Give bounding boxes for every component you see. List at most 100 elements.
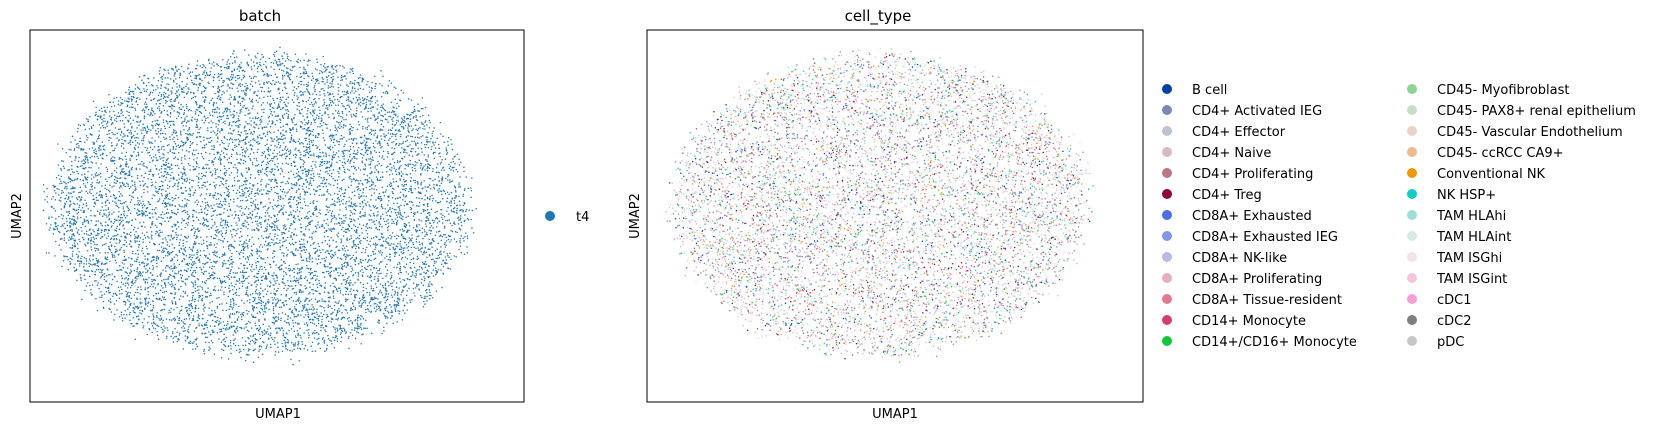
scatter-point bbox=[363, 155, 365, 157]
scatter-point bbox=[55, 199, 57, 201]
scatter-point bbox=[320, 177, 322, 179]
scatter-point bbox=[257, 165, 259, 167]
scatter-point bbox=[391, 112, 393, 114]
scatter-point bbox=[414, 295, 416, 297]
scatter-point bbox=[293, 216, 295, 218]
scatter-point bbox=[135, 84, 137, 86]
scatter-point bbox=[436, 172, 438, 174]
scatter-point bbox=[84, 156, 86, 158]
scatter-point bbox=[372, 156, 374, 158]
scatter-point bbox=[401, 117, 403, 119]
scatter-point bbox=[252, 164, 254, 166]
scatter-point bbox=[365, 146, 367, 148]
scatter-point bbox=[431, 195, 433, 197]
scatter-point bbox=[434, 152, 436, 154]
scatter-point bbox=[78, 147, 80, 149]
scatter-point bbox=[351, 237, 353, 239]
scatter-point bbox=[77, 243, 79, 245]
scatter-point bbox=[114, 119, 116, 121]
scatter-point bbox=[229, 317, 231, 319]
scatter-point bbox=[440, 122, 442, 124]
scatter-point bbox=[213, 105, 215, 107]
scatter-point bbox=[305, 71, 307, 73]
scatter-point bbox=[179, 242, 181, 244]
scatter-point bbox=[229, 264, 231, 266]
scatter-point bbox=[276, 280, 278, 282]
scatter-point bbox=[310, 308, 312, 310]
scatter-point bbox=[148, 141, 150, 143]
scatter-point bbox=[388, 139, 390, 141]
scatter-point bbox=[374, 132, 376, 134]
scatter-point bbox=[248, 354, 250, 356]
scatter-point bbox=[342, 127, 344, 129]
scatter-point bbox=[329, 240, 331, 242]
scatter-point bbox=[118, 116, 120, 118]
scatter-point bbox=[462, 237, 464, 239]
scatter-point bbox=[396, 306, 398, 308]
scatter-point bbox=[355, 327, 357, 329]
scatter-point bbox=[371, 179, 373, 181]
scatter-point bbox=[208, 206, 210, 208]
scatter-point bbox=[134, 148, 136, 150]
scatter-point bbox=[245, 130, 247, 132]
scatter-point bbox=[121, 275, 123, 277]
scatter-point bbox=[433, 127, 435, 128]
scatter-point bbox=[66, 221, 68, 223]
scatter-point bbox=[132, 103, 134, 105]
scatter-point bbox=[289, 286, 291, 288]
scatter-point bbox=[247, 300, 249, 302]
scatter-point bbox=[190, 249, 192, 251]
scatter-point bbox=[464, 188, 466, 190]
scatter-point bbox=[409, 154, 411, 156]
scatter-point bbox=[217, 76, 219, 78]
scatter-point bbox=[205, 271, 207, 273]
scatter-point bbox=[411, 259, 413, 261]
scatter-point bbox=[322, 316, 324, 318]
scatter-point bbox=[363, 225, 365, 227]
scatter-point bbox=[374, 150, 376, 152]
scatter-point bbox=[158, 173, 160, 175]
scatter-point bbox=[318, 176, 320, 178]
scatter-point bbox=[151, 236, 153, 238]
scatter-point bbox=[371, 181, 373, 183]
scatter-point bbox=[452, 167, 454, 169]
scatter-point bbox=[358, 104, 360, 106]
scatter-point bbox=[134, 204, 136, 206]
scatter-point bbox=[387, 153, 389, 155]
scatter-point bbox=[169, 186, 171, 188]
scatter-point bbox=[380, 290, 382, 292]
scatter-point bbox=[213, 164, 215, 166]
scatter-point bbox=[233, 304, 235, 306]
scatter-point bbox=[85, 226, 87, 228]
scatter-point bbox=[406, 152, 408, 154]
scatter-point bbox=[202, 168, 204, 170]
scatter-point bbox=[248, 195, 250, 197]
scatter-point bbox=[301, 159, 303, 161]
scatter-point bbox=[397, 197, 399, 199]
scatter-point bbox=[271, 275, 273, 277]
scatter-point bbox=[230, 348, 232, 350]
scatter-point bbox=[331, 340, 333, 342]
scatter-point bbox=[93, 236, 95, 238]
scatter-point bbox=[176, 118, 178, 120]
scatter-point bbox=[387, 311, 389, 313]
scatter-point bbox=[387, 91, 389, 93]
scatter-point bbox=[222, 112, 224, 114]
scatter-point bbox=[283, 142, 285, 144]
scatter-point bbox=[179, 205, 181, 207]
scatter-point bbox=[430, 138, 432, 140]
scatter-point bbox=[292, 251, 294, 253]
scatter-point bbox=[328, 75, 330, 77]
scatter-point bbox=[130, 266, 132, 268]
scatter-point bbox=[428, 283, 430, 285]
scatter-point bbox=[346, 208, 348, 210]
scatter-point bbox=[391, 136, 393, 138]
scatter-point bbox=[247, 123, 249, 125]
scatter-point bbox=[391, 286, 393, 288]
scatter-point bbox=[321, 71, 323, 73]
scatter-point bbox=[211, 330, 213, 332]
scatter-point bbox=[262, 332, 264, 334]
scatter-point bbox=[282, 134, 284, 136]
scatter-point bbox=[166, 337, 168, 339]
scatter-point bbox=[352, 142, 354, 144]
